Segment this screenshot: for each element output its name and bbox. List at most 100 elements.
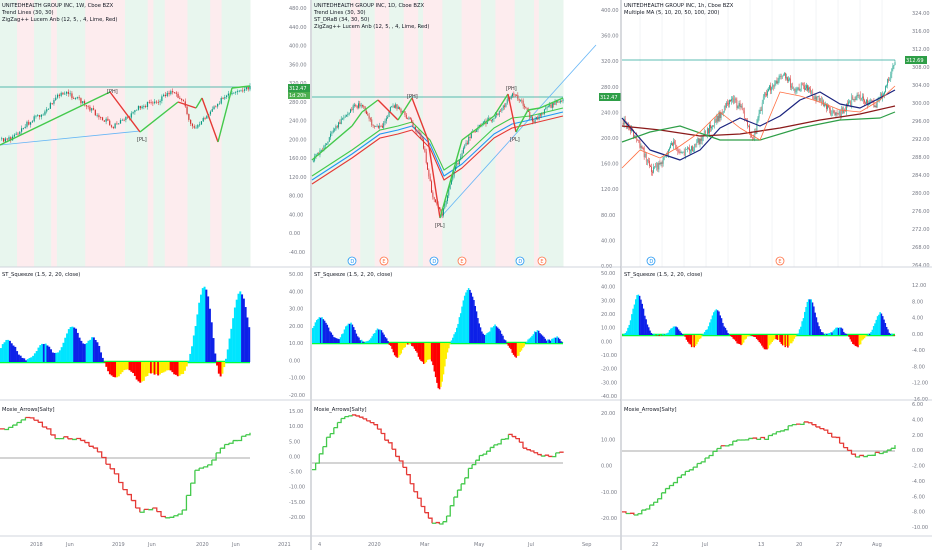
squeeze-bar [383,334,385,343]
candle-body [654,166,655,168]
indicator-label-trendlines-1[interactable]: Trend Lines (30, 30) [1,10,54,16]
candle-body [678,151,680,153]
candle-body [452,176,454,180]
candle-body [441,211,443,216]
indicator-label-zigzag-1[interactable]: ZigZag++ Lucem Anb (12, 5, , 4, Lime, Re… [2,17,117,23]
squeeze-bar [496,327,499,343]
session-band [22,0,29,267]
candle-body [202,118,204,122]
axis-tick-label: -40.00 [289,250,305,256]
price-chart-2[interactable]: [PH] [PH] [PL] [PL] D E D E D E UNITEDHEALTH … [311,0,621,270]
candle-body [213,106,215,110]
candle-body [143,106,145,107]
squeeze-title-2[interactable]: ST_Squeeze (1.5, 2, 20, close) [314,272,392,278]
indicator-label-mma-3[interactable]: Multiple MA (5, 10, 20, 50, 100, 200) [624,10,719,16]
squeeze-bar [380,330,383,343]
squeeze-bar [207,296,210,362]
candle-body [148,101,150,103]
moxie-step [461,477,466,485]
squeeze-bar [763,335,766,350]
squeeze-bar [322,319,325,343]
moxie-title-1[interactable]: Moxie_Arrows[Salty] [2,407,55,413]
moxie-pane-2[interactable]: Moxie_Arrows[Salty] 20.00 10.00 0.00 -10.00… [312,407,617,525]
squeeze-bar [192,335,195,362]
squeeze-bar [553,337,556,343]
squeeze-bar [848,335,850,337]
squeeze-bar [7,339,10,362]
squeeze-bar [874,323,876,335]
moxie-title-2[interactable]: Moxie_Arrows[Salty] [314,407,367,413]
squeeze-title-1[interactable]: ST_Squeeze (1.5, 2, 20, close) [2,272,80,278]
squeeze-bar [50,349,52,362]
moxie-step [388,442,393,450]
candle-body [749,125,750,134]
moxie-pane-3[interactable]: Moxie_Arrows[Salty] 6.00 4.00 2.00 0.00 -2.0… [622,402,928,531]
squeeze-bar [869,333,871,335]
time-axis-3[interactable]: 22 Jul 13 20 27 Aug [652,542,882,548]
candle-body [622,123,624,125]
axis-tick-label: 80.00 [601,213,615,219]
candle-body [538,114,540,120]
price-chart-1[interactable]: [PH] [PL] UNITEDHEALTH GROUP INC, 1W, Cb… [0,0,310,267]
candle-body [877,99,879,101]
squeeze-pane-2[interactable]: ST_Squeeze (1.5, 2, 20, close) 50.00 40.0… [312,271,617,400]
moxie-title-3[interactable]: Moxie_Arrows[Salty] [624,407,677,413]
indicator-label-drab-2[interactable]: ST_DRaB (34, 30, 50) [314,17,369,23]
axis-tick-label: 308.00 [912,65,930,71]
moxie-step [33,419,39,423]
session-band [56,0,63,267]
time-axis-2[interactable]: 4 2020 Mar May Jul Sep [318,542,591,548]
squeeze-bar [641,303,643,335]
squeeze-bar [48,346,51,362]
candle-body [395,104,397,108]
pane-2-daily[interactable]: [PH] [PH] [PL] [PL] D E D E D E UNITEDHEALTH … [311,0,621,548]
squeeze-bar [403,343,405,348]
candle-body [525,106,527,109]
candle-body [17,133,19,135]
moxie-step [784,425,789,431]
squeeze-bar [891,333,893,335]
squeeze-bar [461,306,463,343]
candle-body [233,92,235,94]
pane-1-weekly[interactable]: [PH] [PL] UNITEDHEALTH GROUP INC, 1W, Cb… [0,0,310,548]
squeeze-bar [371,336,373,343]
axis-tick-label: 6.00 [912,402,923,408]
squeeze-bar [473,300,475,343]
candle-body [640,146,642,148]
axis-tick-label: -5.00 [289,470,302,476]
squeeze-bar [791,335,793,344]
axis-tick-label: 0.00 [601,339,612,345]
indicator-label-zigzag-2[interactable]: ZigZag++ Lucem Anb (12, 5, , 4, Lime, Re… [314,24,429,30]
axis-tick-label: -4.00 [912,479,925,485]
time-axis-1[interactable]: 2018 Jun 2019 Jun 2020 Jun 2021 [30,542,291,548]
moxie-step [645,505,651,510]
moxie-step [12,422,18,426]
moxie-pane-1[interactable]: Moxie_Arrows[Salty] 15.00 10.00 5.00 0.00 -5… [0,407,305,521]
indicator-label-trendlines-2[interactable]: Trend Lines (30, 30) [313,10,366,16]
squeeze-title-3[interactable]: ST_Squeeze (1.5, 2, 20, close) [624,272,702,278]
candle-body [542,113,544,115]
marker-label: E [540,259,543,265]
price-axis-1[interactable]: 480.00440.00400.00360.00320.00280.00240.… [289,6,307,256]
squeeze-bar [314,322,317,343]
candle-body [360,105,362,107]
time-axis-label: 2020 [368,542,381,548]
axis-tick-label: 40.00 [601,285,615,291]
candle-body [701,137,703,141]
axis-tick-label: 200.00 [289,137,307,143]
squeeze-bar [784,335,786,348]
session-band [432,0,438,267]
candle-body [854,99,856,101]
squeeze-bar [557,337,560,343]
moxie-step [93,447,99,452]
candle-body [355,104,357,107]
price-axis-3[interactable]: 324.00 316.00 312.00 308.00 304.00 300.00 296.… [912,11,930,269]
session-band [534,0,540,267]
squeeze-pane-3[interactable]: ST_Squeeze (1.5, 2, 20, close) 12.00 8.00… [622,272,928,403]
squeeze-pane-1[interactable]: ST_Squeeze (1.5, 2, 20, close) 50.00 40.0… [0,272,305,399]
session-band [442,0,448,267]
